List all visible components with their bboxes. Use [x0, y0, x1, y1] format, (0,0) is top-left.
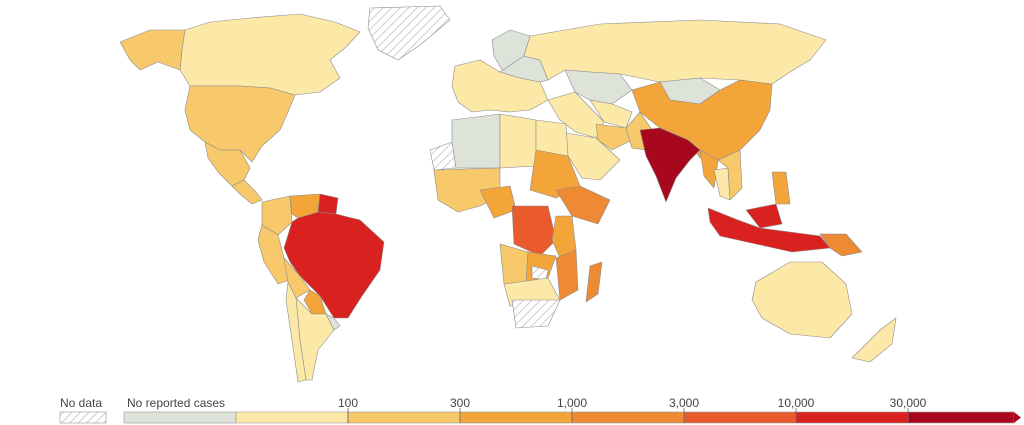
legend-swatch-bin-3000-10000 [683, 411, 797, 424]
region-philippines[interactable]: Philippines [771, 171, 791, 205]
region-new-zealand[interactable]: New Zealand [851, 317, 897, 363]
region-central-asia[interactable]: Central Asia [589, 99, 633, 129]
region-india[interactable]: India [639, 127, 701, 203]
region-kazakhstan[interactable]: Kazakhstan [564, 69, 633, 105]
region-venezuela[interactable]: Venezuela [289, 193, 321, 219]
region-central-america[interactable]: Central America [231, 179, 263, 205]
region-united-states[interactable]: United States [184, 85, 296, 163]
region-angola[interactable]: Angola [499, 243, 529, 285]
region-australia[interactable]: Australia [751, 261, 853, 339]
legend-swatch-bin-1-100 [235, 411, 349, 424]
region-vietnam[interactable]: Vietnam [717, 149, 743, 201]
region-chile[interactable]: Chile [285, 281, 307, 383]
region-uruguay[interactable]: Uruguay [325, 313, 341, 331]
region-south-africa[interactable]: South Africa [511, 299, 561, 329]
legend-arrow-icon [1014, 412, 1021, 423]
region-west-africa[interactable]: West Africa [433, 167, 501, 213]
region-indonesia[interactable]: Indonesia [707, 203, 831, 253]
legend-swatch-no-reported [123, 411, 237, 424]
region-ethiopia[interactable]: Ethiopia [555, 185, 611, 225]
region-guianas[interactable]: Guianas [317, 193, 339, 215]
region-mozambique[interactable]: Mozambique [555, 249, 579, 301]
region-russia[interactable]: Russia [523, 19, 827, 85]
region-greenland[interactable]: Greenland [367, 5, 451, 61]
region-peru[interactable]: Peru [257, 224, 291, 285]
region-myanmar[interactable]: Myanmar [699, 149, 719, 189]
legend-swatch-no-data [59, 411, 107, 424]
region-libya[interactable]: Libya [499, 113, 537, 169]
region-iran[interactable]: Iran [595, 123, 633, 151]
legend-swatch-bin-100-300 [347, 411, 461, 424]
legend-swatch-bin-30000-plus [907, 411, 1015, 424]
legend-swatch-bin-300-1000 [459, 411, 573, 424]
region-canada[interactable]: Canada [179, 13, 361, 96]
region-bolivia[interactable]: Bolivia [283, 257, 311, 299]
region-algeria[interactable]: Algeria [451, 113, 501, 169]
region-western-sahara[interactable]: Western Sahara [429, 141, 457, 171]
region-alaska[interactable]: Alaska [119, 29, 186, 71]
region-madagascar[interactable]: Madagascar [585, 261, 603, 303]
region-dr-congo[interactable]: DR Congo [511, 205, 557, 257]
legend-swatch-bin-10000-30000 [795, 411, 909, 424]
region-thailand[interactable]: Thailand [713, 167, 731, 201]
legend-swatch-bin-1000-3000 [571, 411, 685, 424]
region-papua-new-guinea[interactable]: Papua New Guinea [819, 233, 863, 257]
region-colombia[interactable]: Colombia [261, 195, 293, 236]
